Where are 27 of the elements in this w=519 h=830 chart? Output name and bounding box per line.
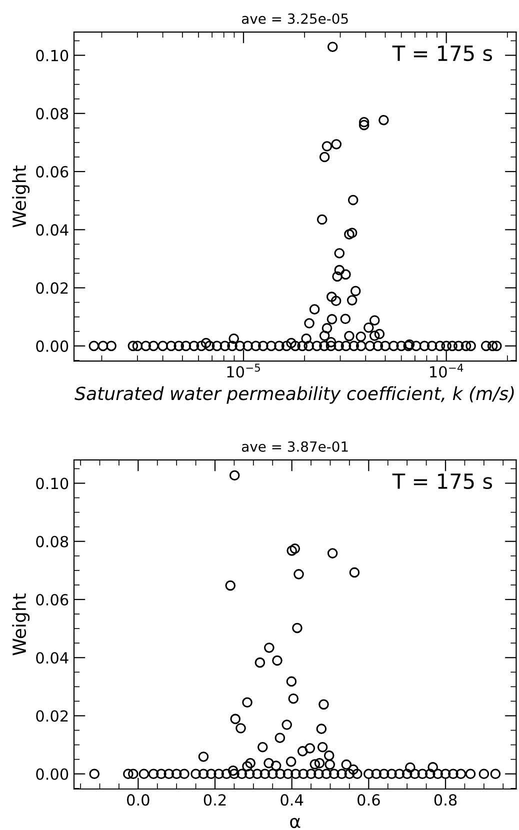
y-tick-label: 0.06 [36,594,68,606]
y-tick-label: 0.04 [36,224,68,236]
y-tick-label: 0.02 [36,710,68,722]
x-tick-label: 10$^{−4}$ [430,364,464,378]
y-tick-label: 0.00 [36,340,68,352]
y-axis-title: Weight [12,593,30,656]
y-axis-title: Weight [12,166,30,228]
y-tick-label: 0.10 [36,478,68,490]
y-tick-label: 0.04 [36,652,68,664]
y-tick-label: 0.08 [36,108,68,120]
y-tick-label: 0.08 [36,536,68,548]
x-axis-title: α [290,818,300,828]
y-tick-label: 0.06 [36,166,68,178]
y-tick-label: 0.10 [36,50,68,62]
chart-title: ave = 3.25e-05 [242,13,348,24]
x-tick-label: 0.6 [358,794,380,806]
x-tick-label: 10$^{−5}$ [227,364,260,378]
x-tick-label: 0.8 [434,794,457,806]
y-tick-label: 0.00 [36,768,68,780]
x-axis-title: Saturated water permeability coefficient, k (m/s) [74,386,514,404]
y-tick-label: 0.02 [36,282,68,294]
annotation: T = 175 s [392,46,492,62]
x-tick-label: 0.0 [127,794,150,806]
annotation: T = 175 s [392,474,492,490]
x-tick-label: 0.2 [204,794,226,806]
x-tick-label: 0.4 [280,794,304,806]
chart-title: ave = 3.87e-01 [242,441,348,452]
